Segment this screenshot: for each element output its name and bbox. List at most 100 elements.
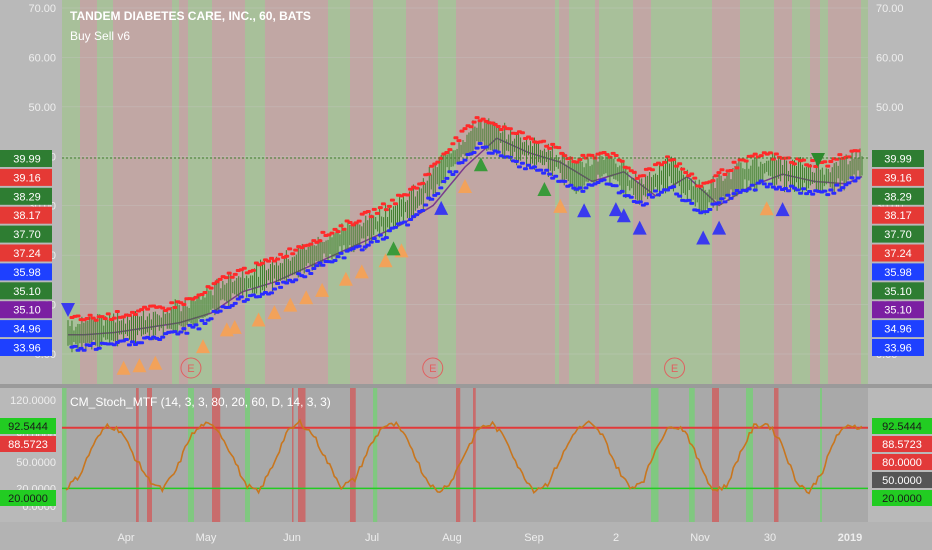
upper-dot <box>710 179 716 183</box>
lower-dot <box>450 173 456 177</box>
lower-dot <box>359 248 365 252</box>
lower-dot <box>341 256 347 260</box>
lower-dot <box>846 181 852 185</box>
lower-dot <box>320 263 326 267</box>
price-tag-right-label: 34.96 <box>884 324 912 336</box>
upper-dot <box>577 157 583 161</box>
trend-band <box>147 0 167 384</box>
upper-dot <box>480 117 486 121</box>
upper-dot <box>801 158 807 162</box>
stoch-y-tick-label: 120.0000 <box>10 395 56 407</box>
lower-dot <box>217 309 223 313</box>
buy-signal-triangle <box>759 201 774 216</box>
stoch-title: CM_Stoch_MTF (14, 3, 3, 80, 20, 60, D, 1… <box>70 395 331 409</box>
trend-band <box>167 0 172 384</box>
upper-dot <box>550 142 556 146</box>
price-tag-right-label: 37.70 <box>884 229 912 241</box>
signal-triangles <box>61 153 825 375</box>
upper-dot <box>241 266 247 270</box>
stoch-signal-band <box>245 388 250 522</box>
upper-dot <box>692 176 698 180</box>
upper-dot <box>495 125 501 129</box>
lower-dot <box>746 187 752 191</box>
trend-band <box>438 0 456 384</box>
price-tag-left <box>0 301 52 319</box>
buy-signal-triangle-blue <box>577 203 592 218</box>
lower-dot <box>677 194 683 198</box>
buy-signal-triangle <box>283 297 298 312</box>
lower-dot <box>438 186 444 190</box>
upper-dot <box>785 156 791 160</box>
upper-dot <box>405 193 411 197</box>
lower-dot <box>538 168 544 172</box>
price-tag-right <box>872 282 924 300</box>
lower-dot <box>377 233 383 237</box>
lower-dot <box>619 189 625 193</box>
price-tag-left-label: 39.99 <box>13 154 41 166</box>
lower-dot <box>459 161 465 165</box>
lower-dot <box>547 172 553 176</box>
trend-band <box>172 0 179 384</box>
lower-dot <box>477 141 483 145</box>
trend-band <box>245 0 265 384</box>
right-y-tick-label: 70.00 <box>876 3 904 15</box>
stoch-tag-right-label: 50.0000 <box>882 475 922 487</box>
upper-dot <box>547 146 553 150</box>
stoch-levels <box>62 426 868 490</box>
stoch-tag-left <box>0 490 56 506</box>
upper-dot <box>392 202 398 206</box>
stoch-signal-band <box>774 388 779 522</box>
lower-dot <box>767 182 773 186</box>
lower-dot <box>495 150 501 154</box>
lower-dot <box>489 151 495 155</box>
price-tag-left <box>0 339 52 356</box>
upper-dot <box>232 272 238 276</box>
lower-dot <box>719 197 725 201</box>
x-tick-label: 2 <box>613 532 619 544</box>
lower-dot <box>577 186 583 190</box>
upper-dot <box>807 164 813 168</box>
upper-dot <box>269 256 275 260</box>
lower-dot <box>776 185 782 189</box>
upper-dot <box>347 221 353 225</box>
lower-dot <box>423 203 429 207</box>
price-tag-right <box>872 263 924 281</box>
upper-dot <box>698 184 704 188</box>
upper-dot <box>828 160 834 164</box>
lower-dot <box>795 188 801 192</box>
lower-dot <box>275 282 281 286</box>
upper-dot <box>438 156 444 160</box>
main-bands <box>62 0 868 384</box>
upper-dot <box>435 160 441 164</box>
lower-dot <box>111 343 117 347</box>
price-tag-right <box>872 187 924 205</box>
lower-dot <box>181 327 187 331</box>
lower-dot <box>311 267 317 271</box>
upper-dot <box>556 146 562 150</box>
time-axis-bar <box>0 522 932 550</box>
upper-dot <box>308 242 314 246</box>
x-tick-label: May <box>196 532 217 544</box>
upper-dot <box>368 215 374 219</box>
upper-dot <box>75 314 81 318</box>
trend-band <box>265 0 292 384</box>
x-tick-label: 30 <box>764 532 776 544</box>
upper-dot <box>634 176 640 180</box>
upper-dot <box>377 206 383 210</box>
lower-dot <box>716 201 722 205</box>
lower-dot <box>532 165 538 169</box>
lower-dot <box>284 281 290 285</box>
earnings-label: E <box>429 363 436 375</box>
buy-signal-triangle <box>458 179 472 194</box>
lower-dot <box>722 200 728 204</box>
lower-dot <box>828 188 834 192</box>
upper-dot <box>335 230 341 234</box>
lower-dot <box>123 337 129 341</box>
trend-band <box>62 0 80 384</box>
lower-dot <box>272 287 278 291</box>
price-tag-left-label: 37.70 <box>13 229 41 241</box>
trend-band <box>555 0 559 384</box>
stoch-signal-band <box>136 388 139 522</box>
lower-dot <box>837 188 843 192</box>
